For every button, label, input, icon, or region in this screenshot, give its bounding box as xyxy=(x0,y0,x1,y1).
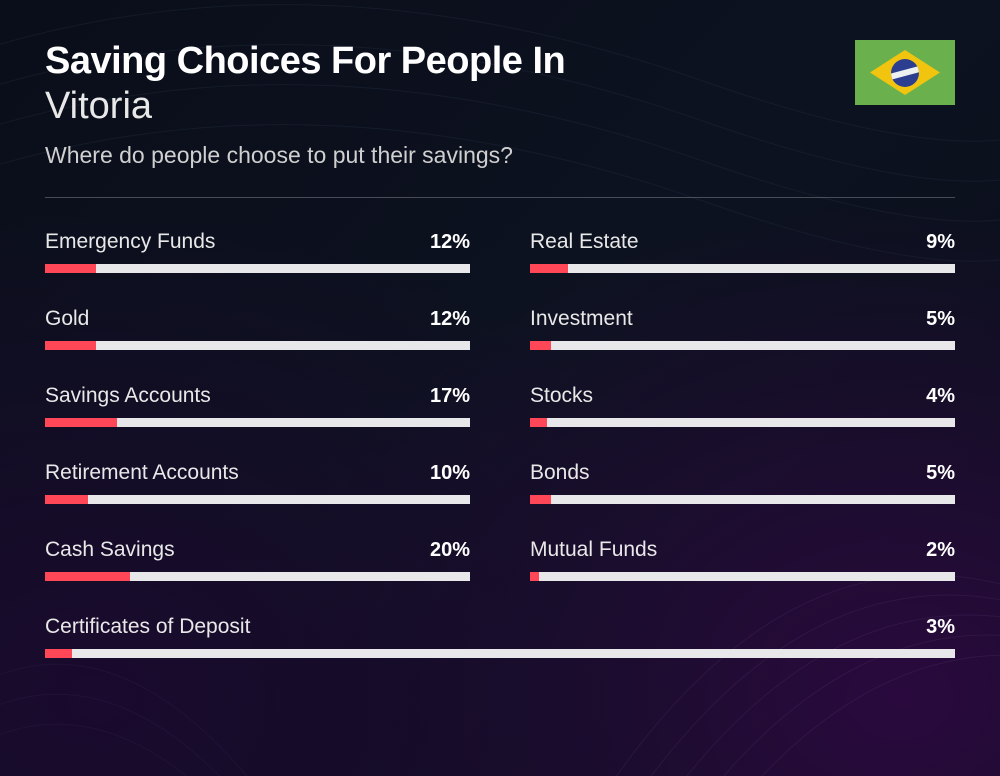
chart-item: Investment 5% xyxy=(530,307,955,350)
chart-item-label: Emergency Funds xyxy=(45,230,215,254)
chart-item: Savings Accounts 17% xyxy=(45,384,470,427)
bar-fill xyxy=(530,418,547,427)
chart-item: Emergency Funds 12% xyxy=(45,230,470,273)
chart-item: Certificates of Deposit 3% xyxy=(45,615,955,658)
title-city: Vitoria xyxy=(45,85,955,128)
chart-item-value: 12% xyxy=(430,231,470,254)
chart-item-value: 17% xyxy=(430,385,470,408)
chart-item-label: Retirement Accounts xyxy=(45,461,239,485)
chart-item-label: Real Estate xyxy=(530,230,639,254)
bar-fill xyxy=(45,264,96,273)
bar-track xyxy=(530,418,955,427)
bar-track xyxy=(530,495,955,504)
bar-fill xyxy=(45,341,96,350)
chart-item-label: Bonds xyxy=(530,461,590,485)
chart-item: Mutual Funds 2% xyxy=(530,538,955,581)
bar-fill xyxy=(530,495,551,504)
bar-fill xyxy=(45,495,88,504)
chart-item-value: 2% xyxy=(926,539,955,562)
title-main: Saving Choices For People In xyxy=(45,40,955,83)
chart-item-label: Certificates of Deposit xyxy=(45,615,250,639)
bar-track xyxy=(45,649,955,658)
bar-track xyxy=(530,572,955,581)
chart-item-label: Savings Accounts xyxy=(45,384,211,408)
chart-item-label: Mutual Funds xyxy=(530,538,657,562)
chart-item-label: Stocks xyxy=(530,384,593,408)
divider xyxy=(45,197,955,198)
chart-item-value: 4% xyxy=(926,385,955,408)
bar-fill xyxy=(530,572,539,581)
chart-item: Bonds 5% xyxy=(530,461,955,504)
chart-item-label: Gold xyxy=(45,307,89,331)
chart-item-value: 5% xyxy=(926,462,955,485)
bar-fill xyxy=(530,341,551,350)
bar-track xyxy=(45,572,470,581)
bar-track xyxy=(45,418,470,427)
chart-item-value: 9% xyxy=(926,231,955,254)
bar-fill xyxy=(45,649,72,658)
chart-item-value: 10% xyxy=(430,462,470,485)
bar-track xyxy=(45,264,470,273)
bar-fill xyxy=(45,572,130,581)
bar-track xyxy=(530,341,955,350)
chart-item: Cash Savings 20% xyxy=(45,538,470,581)
subtitle: Where do people choose to put their savi… xyxy=(45,142,955,169)
header: Saving Choices For People In Vitoria Whe… xyxy=(45,40,955,169)
chart-item-value: 5% xyxy=(926,308,955,331)
bar-track xyxy=(530,264,955,273)
bar-track xyxy=(45,495,470,504)
bar-fill xyxy=(530,264,568,273)
chart-item-label: Cash Savings xyxy=(45,538,175,562)
bar-track xyxy=(45,341,470,350)
chart-item: Stocks 4% xyxy=(530,384,955,427)
chart-item-value: 3% xyxy=(926,616,955,639)
chart-item: Retirement Accounts 10% xyxy=(45,461,470,504)
chart-grid: Emergency Funds 12% Real Estate 9% Gold 12% In… xyxy=(45,230,955,658)
chart-item-label: Investment xyxy=(530,307,633,331)
chart-item: Gold 12% xyxy=(45,307,470,350)
chart-item: Real Estate 9% xyxy=(530,230,955,273)
chart-item-value: 12% xyxy=(430,308,470,331)
chart-item-value: 20% xyxy=(430,539,470,562)
bar-fill xyxy=(45,418,117,427)
